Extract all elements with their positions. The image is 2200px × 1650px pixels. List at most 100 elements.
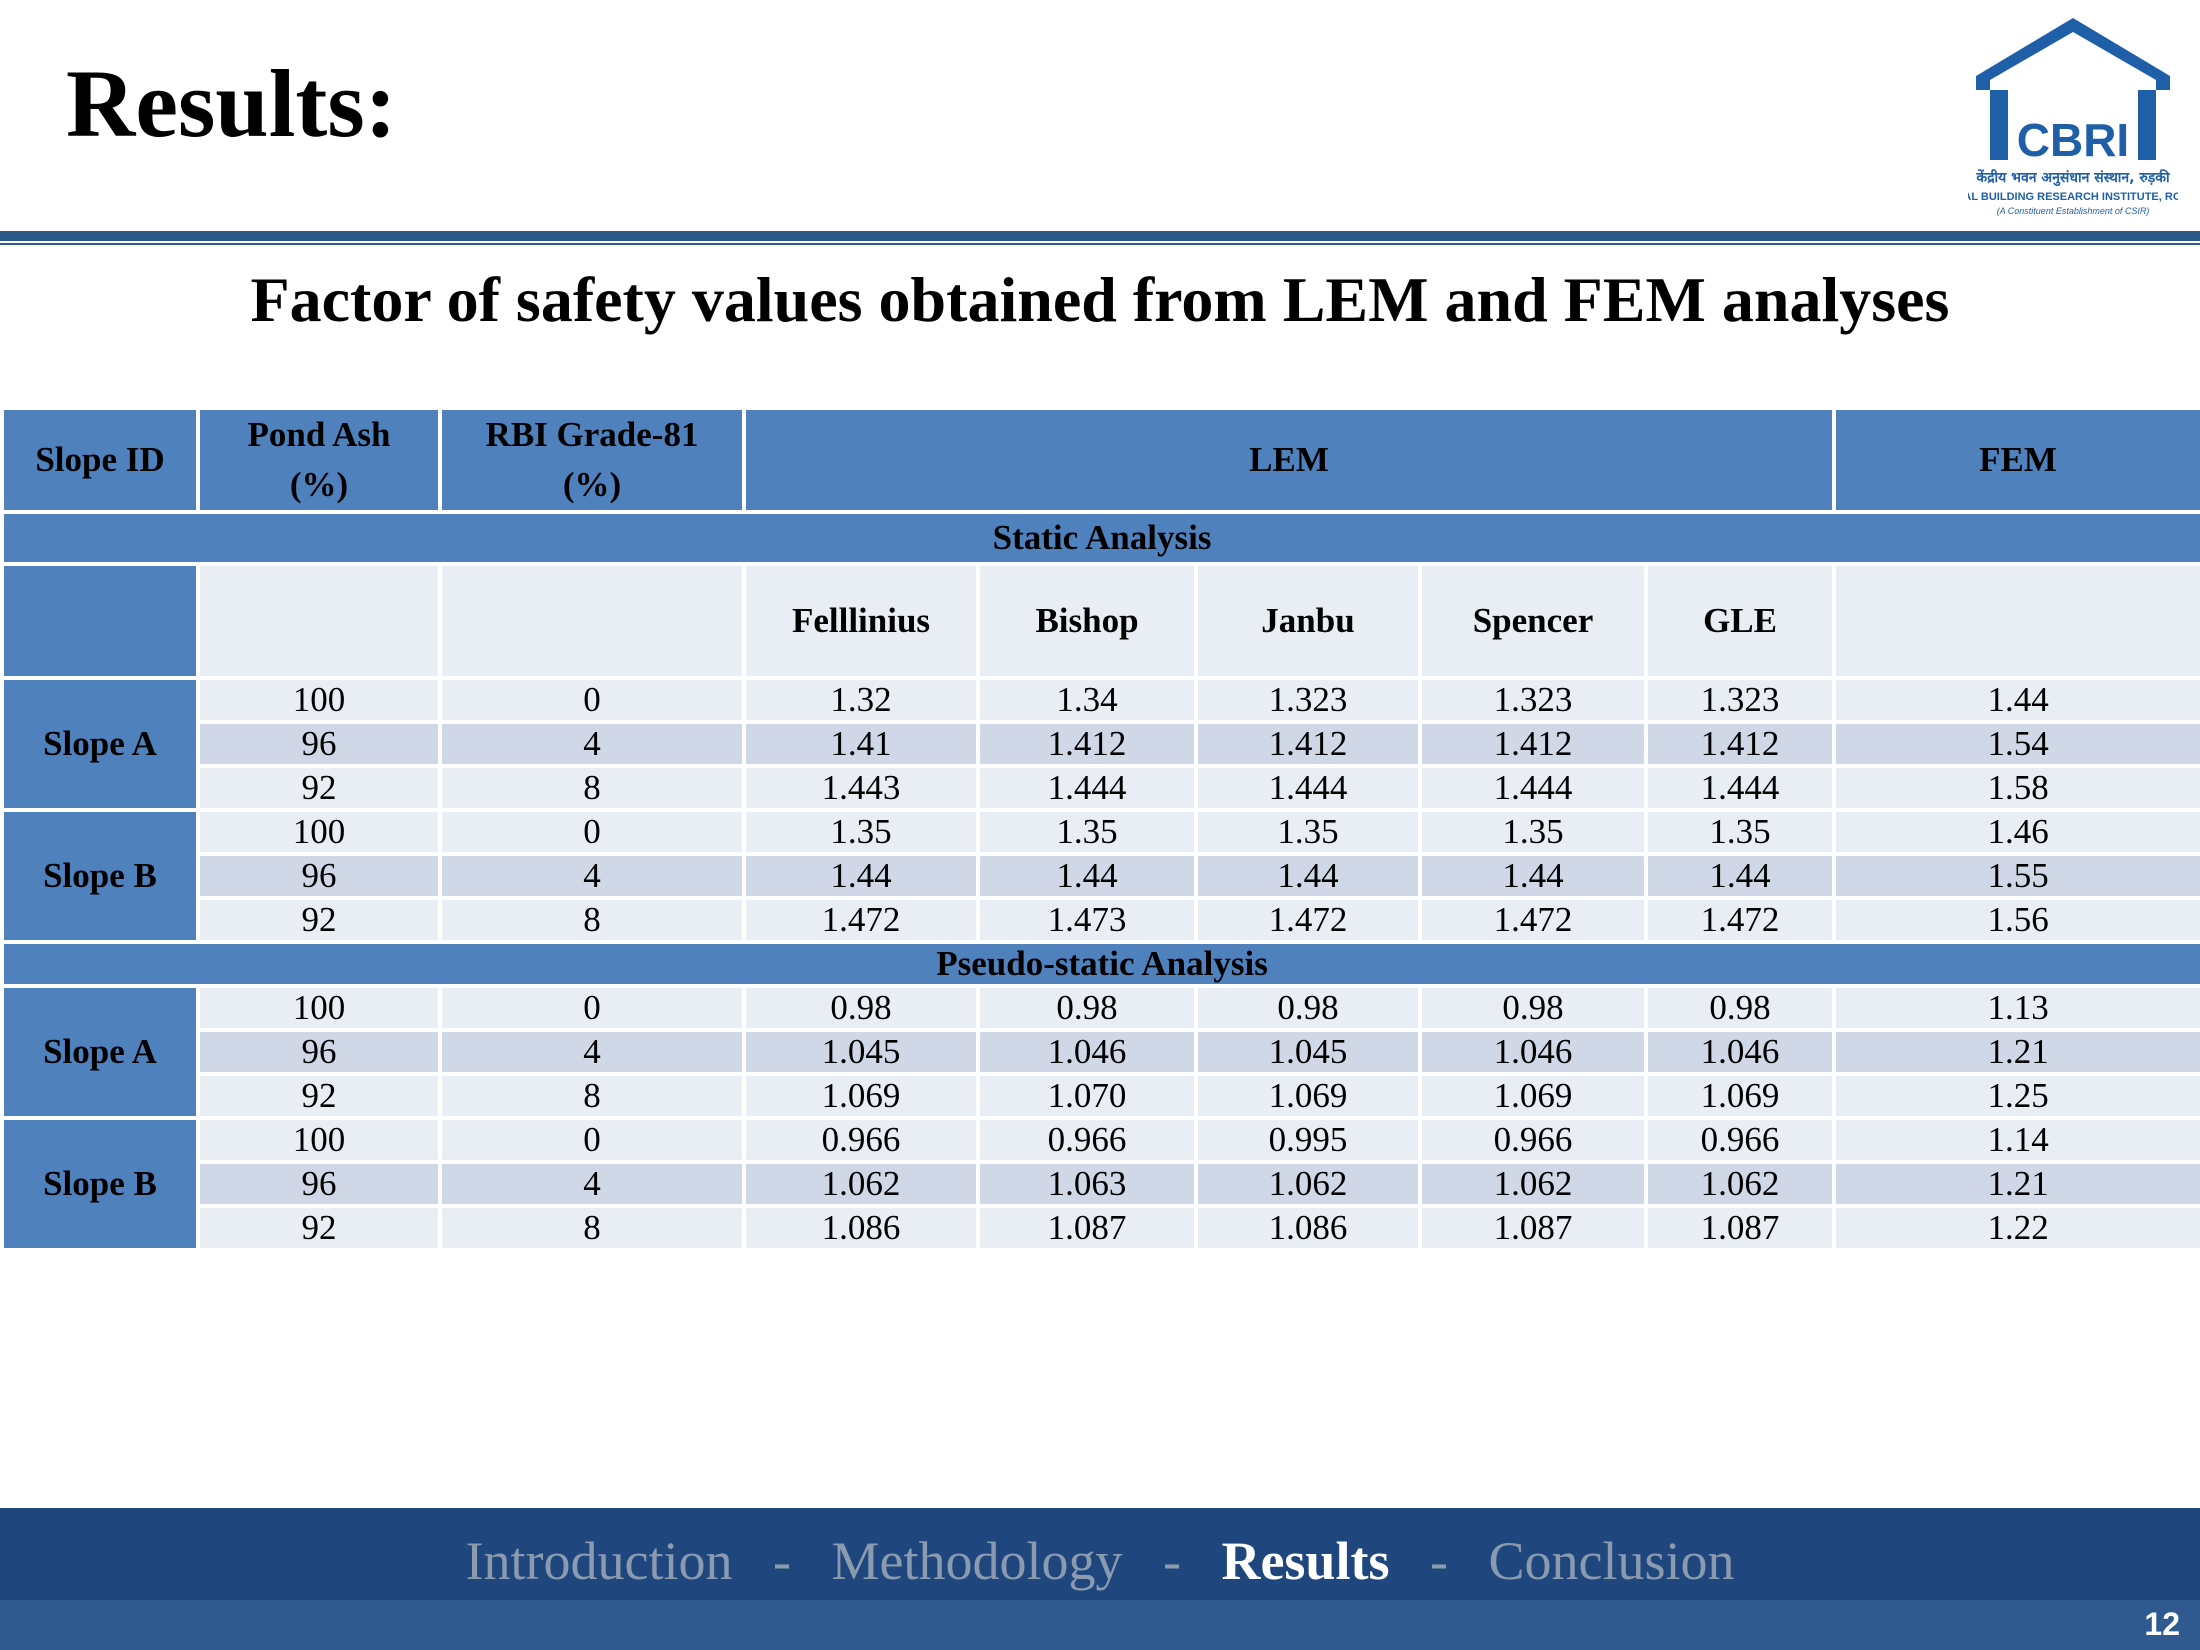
lem-cell: 1.045 xyxy=(742,1028,980,1076)
logo-roof xyxy=(1976,18,2170,90)
nav-item-introduction[interactable]: Introduction xyxy=(465,1531,733,1591)
lem-cell: 0.98 xyxy=(1194,984,1422,1032)
table-row: 96 4 1.41 1.412 1.412 1.412 1.412 1.54 xyxy=(2,720,2200,768)
slope-label: Slope A xyxy=(0,984,200,1120)
logo-hindi: केंद्रीय भवन अनुसंधान संस्थान, रुड़की xyxy=(1975,169,2171,187)
fem-cell: 1.55 xyxy=(1832,852,2200,900)
nav-separator: - xyxy=(772,1531,791,1591)
lem-cell: 1.412 xyxy=(976,720,1198,768)
lem-cell: 1.444 xyxy=(1643,764,1837,812)
method-header: Felllinius xyxy=(742,562,980,680)
lem-cell: 1.35 xyxy=(1194,808,1422,856)
lem-cell: 1.062 xyxy=(742,1160,980,1208)
fem-cell: 1.44 xyxy=(1832,676,2200,724)
rbi-cell: 4 xyxy=(438,1028,746,1076)
table-row: Slope B 100 0 0.966 0.966 0.995 0.966 0.966 1.14 xyxy=(0,1116,2200,1252)
lem-cell: 1.323 xyxy=(1194,676,1422,724)
fem-cell: 1.14 xyxy=(1832,1116,2200,1164)
header-slope-id: Slope ID xyxy=(0,406,200,514)
method-row-blank xyxy=(438,562,746,680)
lem-cell: 1.472 xyxy=(1418,896,1648,944)
lem-cell: 1.045 xyxy=(1194,1028,1422,1076)
nav-item-methodology[interactable]: Methodology xyxy=(831,1531,1123,1591)
logo-right-pillar xyxy=(2138,90,2156,160)
lem-cell: 1.323 xyxy=(1643,676,1837,724)
rbi-cell: 8 xyxy=(438,764,746,812)
lem-cell: 1.069 xyxy=(1643,1072,1837,1120)
lem-cell: 0.98 xyxy=(1418,984,1648,1032)
lem-cell: 0.966 xyxy=(976,1116,1198,1164)
lem-cell: 1.35 xyxy=(1643,808,1837,856)
pond-ash-cell: 92 xyxy=(196,896,442,944)
slope-label: Slope A xyxy=(0,676,200,812)
pond-ash-cell: 96 xyxy=(196,852,442,900)
fem-cell: 1.58 xyxy=(1832,764,2200,812)
method-row: Felllinius Bishop Janbu Spencer GLE xyxy=(0,562,2200,680)
page-number: 12 xyxy=(2144,1606,2180,1642)
lem-cell: 1.444 xyxy=(1194,764,1422,812)
section-row-pseudo: Pseudo-static Analysis xyxy=(0,940,2200,988)
method-row-blank xyxy=(196,562,442,680)
lem-cell: 1.069 xyxy=(742,1072,980,1120)
lem-cell: 0.966 xyxy=(1643,1116,1837,1164)
lem-cell: 1.323 xyxy=(1418,676,1648,724)
pond-ash-cell: 100 xyxy=(196,676,442,724)
lem-cell: 1.473 xyxy=(976,896,1198,944)
pond-ash-cell: 96 xyxy=(196,1028,442,1076)
lem-cell: 1.444 xyxy=(976,764,1198,812)
lem-cell: 1.062 xyxy=(1194,1160,1422,1208)
rbi-cell: 8 xyxy=(438,896,746,944)
method-header: Bishop xyxy=(976,562,1198,680)
lem-cell: 0.966 xyxy=(742,1116,980,1164)
fem-cell: 1.54 xyxy=(1832,720,2200,768)
fem-cell: 1.21 xyxy=(1832,1028,2200,1076)
nav-item-results[interactable]: Results xyxy=(1221,1531,1390,1591)
fem-cell: 1.22 xyxy=(1832,1204,2200,1252)
table-row: 96 4 1.44 1.44 1.44 1.44 1.44 1.55 xyxy=(2,852,2200,900)
lem-cell: 1.086 xyxy=(742,1204,980,1252)
lem-cell: 1.046 xyxy=(976,1028,1198,1076)
table-caption: Factor of safety values obtained from LE… xyxy=(250,264,1950,335)
rbi-cell: 4 xyxy=(438,852,746,900)
pond-ash-cell: 92 xyxy=(196,1204,442,1252)
method-header: Janbu xyxy=(1194,562,1422,680)
fem-cell: 1.46 xyxy=(1832,808,2200,856)
fem-cell: 1.21 xyxy=(1832,1160,2200,1208)
lem-cell: 1.412 xyxy=(1643,720,1837,768)
lem-cell: 1.069 xyxy=(1194,1072,1422,1120)
lem-cell: 1.35 xyxy=(1418,808,1648,856)
pond-ash-cell: 96 xyxy=(196,720,442,768)
lem-cell: 1.062 xyxy=(1418,1160,1648,1208)
fem-cell: 1.56 xyxy=(1832,896,2200,944)
lem-cell: 1.412 xyxy=(1418,720,1648,768)
lem-cell: 1.087 xyxy=(1418,1204,1648,1252)
table-row: 92 8 1.069 1.070 1.069 1.069 1.069 1.25 xyxy=(2,1072,2200,1120)
lem-cell: 1.44 xyxy=(1194,852,1422,900)
table-row: 96 4 1.045 1.046 1.045 1.046 1.046 1.21 xyxy=(2,1028,2200,1076)
lem-cell: 1.35 xyxy=(976,808,1198,856)
table-row: Slope B 100 0 1.35 1.35 1.35 1.35 1.35 1.46 xyxy=(0,808,2200,944)
header-row: Slope ID Pond Ash (%) RBI Grade-81 (%) LEM… xyxy=(0,406,2200,514)
lem-cell: 1.062 xyxy=(1643,1160,1837,1208)
lem-cell: 1.34 xyxy=(976,676,1198,724)
rbi-cell: 4 xyxy=(438,720,746,768)
table-row: 92 8 1.472 1.473 1.472 1.472 1.472 1.56 xyxy=(2,896,2200,944)
header-fem: FEM xyxy=(1832,406,2200,514)
fem-cell: 1.13 xyxy=(1832,984,2200,1032)
rbi-cell: 0 xyxy=(438,1116,746,1164)
nav-item-conclusion[interactable]: Conclusion xyxy=(1488,1531,1735,1591)
lem-cell: 1.443 xyxy=(742,764,980,812)
lem-cell: 1.087 xyxy=(976,1204,1198,1252)
pond-ash-cell: 100 xyxy=(196,808,442,856)
pond-ash-cell: 92 xyxy=(196,764,442,812)
pond-ash-cell: 96 xyxy=(196,1160,442,1208)
section-row-static: Static Analysis xyxy=(0,510,2200,566)
pond-ash-cell: 92 xyxy=(196,1072,442,1120)
lem-cell: 1.41 xyxy=(742,720,980,768)
lem-cell: 1.046 xyxy=(1643,1028,1837,1076)
lem-cell: 1.44 xyxy=(1418,852,1648,900)
method-row-blank xyxy=(1832,562,2200,680)
lem-cell: 1.412 xyxy=(1194,720,1422,768)
lem-cell: 1.44 xyxy=(742,852,980,900)
lem-cell: 0.966 xyxy=(1418,1116,1648,1164)
